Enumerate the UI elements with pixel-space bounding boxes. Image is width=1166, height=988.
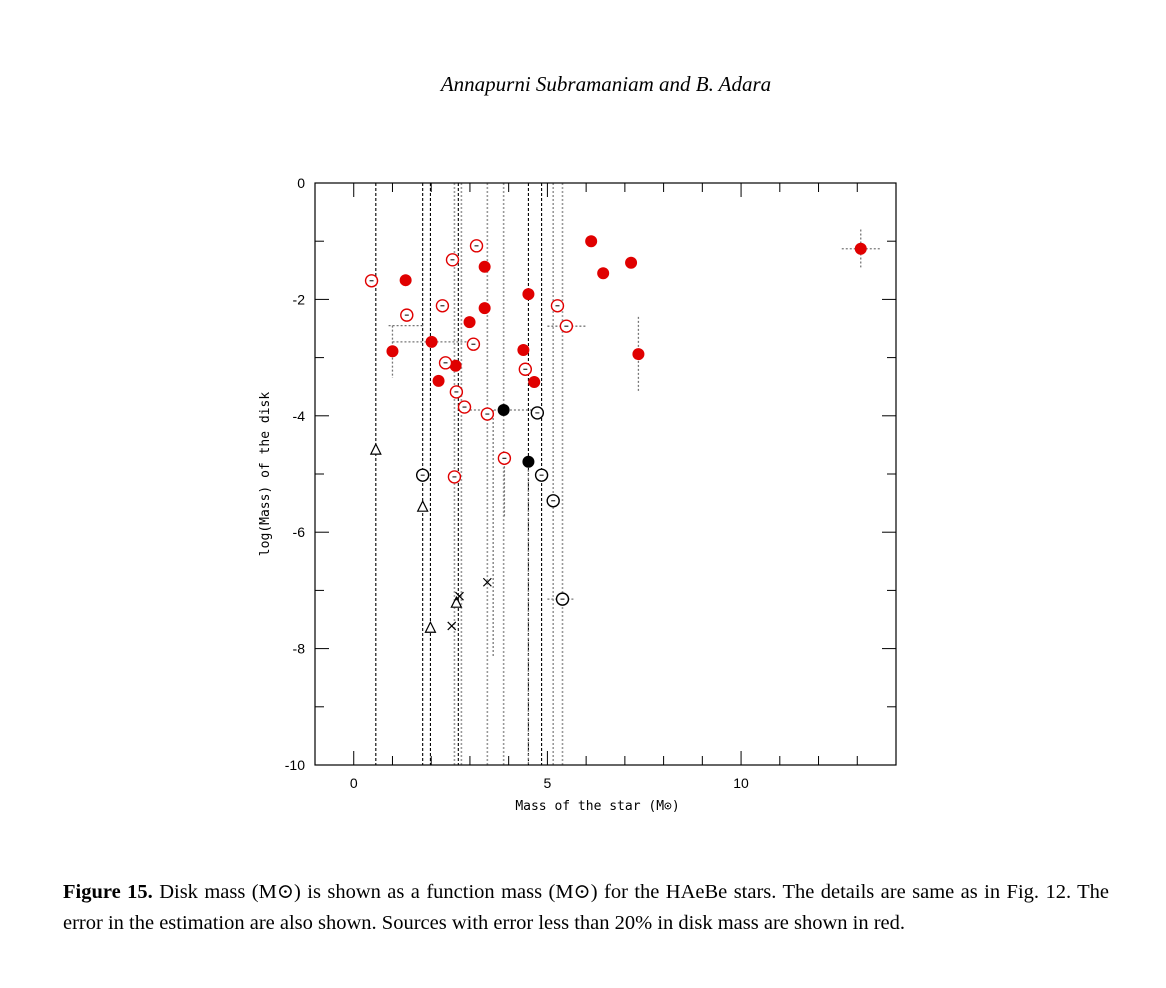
data-point-red-filled bbox=[386, 345, 399, 358]
data-point-red-filled bbox=[449, 359, 462, 372]
data-point-red-filled bbox=[478, 260, 491, 273]
y-tick-label: -4 bbox=[293, 408, 306, 424]
data-point-red-filled bbox=[522, 288, 535, 301]
y-tick-label: -10 bbox=[285, 757, 305, 773]
caption-label: Figure 15. bbox=[63, 881, 153, 903]
running-header: Annapurni Subramaniam and B. Adara bbox=[440, 72, 772, 96]
data-point-red-filled bbox=[632, 348, 645, 361]
data-point-triangle bbox=[416, 499, 429, 512]
y-tick-label: -2 bbox=[293, 291, 306, 307]
data-point-red-filled bbox=[625, 256, 638, 269]
y-tick-label: -6 bbox=[293, 524, 306, 540]
x-axis-label: Mass of the star (M⊙) bbox=[515, 799, 679, 814]
data-point-red-filled bbox=[597, 267, 610, 280]
y-axis-label: log(Mass) of the disk bbox=[258, 392, 273, 557]
data-point-red-filled bbox=[463, 316, 476, 329]
x-tick-label: 0 bbox=[350, 775, 358, 791]
data-point-cross bbox=[482, 577, 492, 587]
data-point-black-filled bbox=[497, 403, 510, 416]
data-point-cross bbox=[455, 591, 464, 601]
data-point-red-filled bbox=[585, 235, 598, 248]
data-point-triangle bbox=[424, 620, 437, 633]
data-point-red-filled bbox=[478, 302, 491, 315]
x-tick-label: 10 bbox=[733, 775, 749, 791]
data-point-red-filled bbox=[432, 374, 445, 387]
y-tick-label: 0 bbox=[297, 175, 305, 191]
data-point-triangle bbox=[450, 595, 463, 608]
data-point-triangle bbox=[369, 442, 382, 455]
data-point-red-filled bbox=[517, 344, 530, 357]
scatter-chart: 0 5 10 0 -2 -4 -6 -8 -10 Mass of the star (M⊙) log… bbox=[258, 175, 897, 814]
data-point-cross bbox=[447, 621, 457, 631]
data-point-red-filled bbox=[425, 335, 438, 348]
data-point-black-filled bbox=[522, 455, 535, 468]
data-point-red-filled bbox=[854, 242, 867, 255]
x-tick-label: 5 bbox=[544, 775, 552, 791]
data-point-red-filled bbox=[528, 376, 541, 389]
figure-caption: Figure 15. Disk mass (M⊙) is shown as a … bbox=[63, 877, 1109, 939]
data-point-red-filled bbox=[399, 274, 412, 287]
caption-text: Disk mass (M⊙) is shown as a function ma… bbox=[63, 881, 1110, 934]
y-tick-label: -8 bbox=[293, 641, 306, 657]
